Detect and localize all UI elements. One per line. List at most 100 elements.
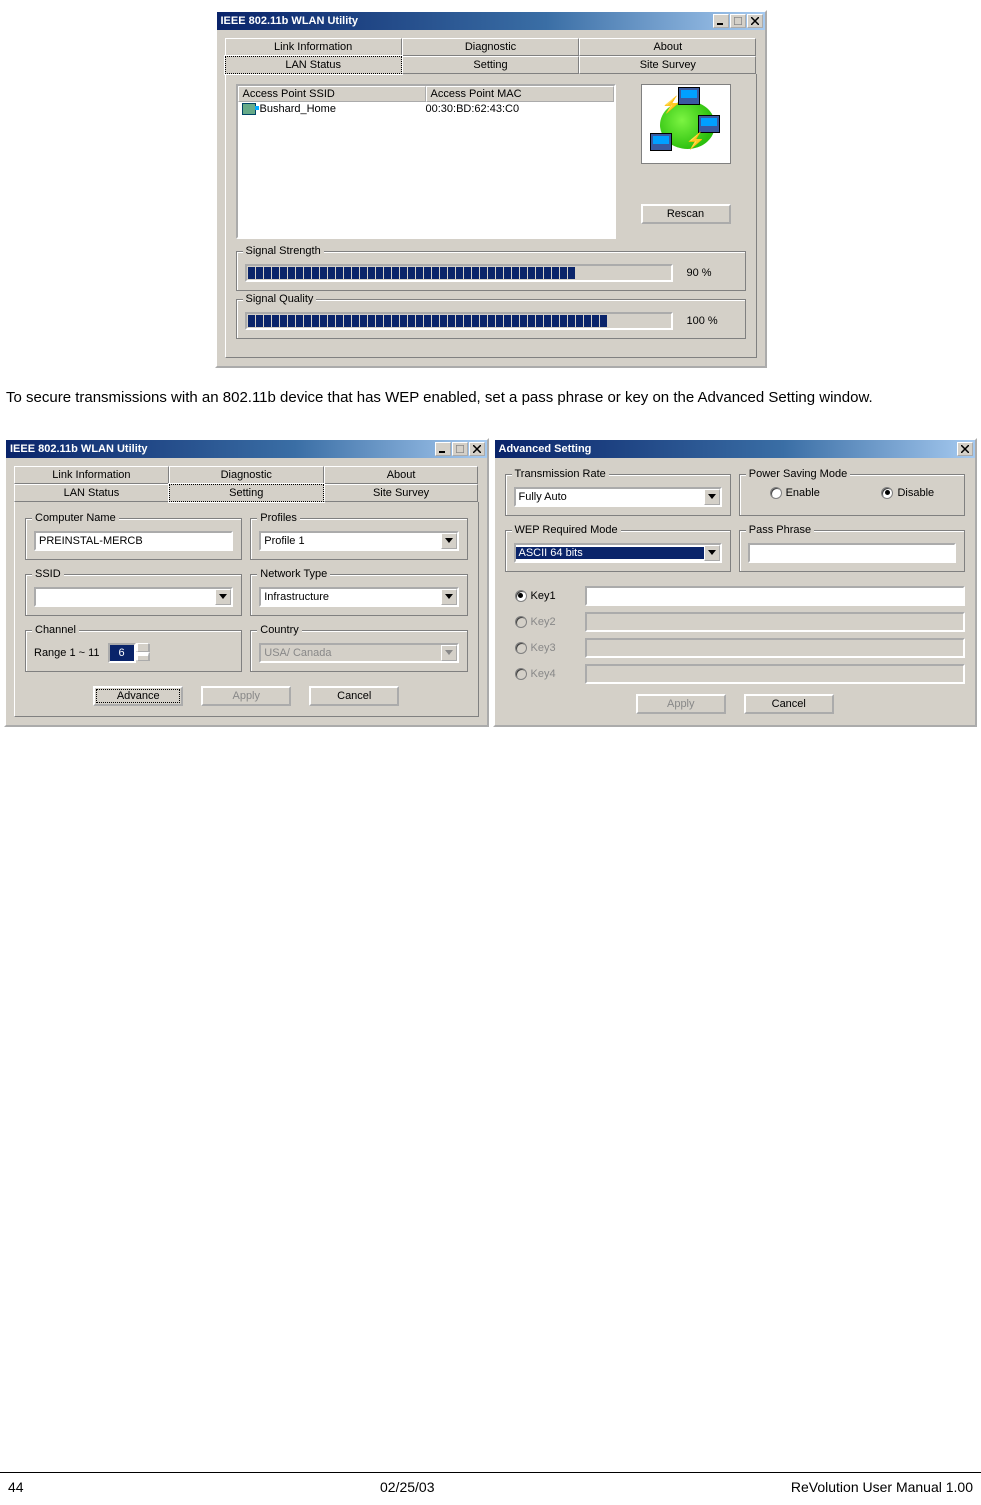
apply-button: Apply	[201, 686, 291, 706]
power-disable-radio[interactable]: Disable	[881, 487, 934, 499]
signal-quality-value: 100 %	[687, 315, 737, 327]
footer-date: 02/25/03	[24, 1479, 791, 1495]
power-enable-radio[interactable]: Enable	[770, 487, 820, 499]
country-combo: USA/ Canada	[259, 643, 458, 663]
ap-ssid-cell: Bushard_Home	[260, 103, 336, 115]
power-enable-label: Enable	[786, 487, 820, 499]
advance-button[interactable]: Advance	[93, 686, 183, 706]
transmission-rate-combo[interactable]: Fully Auto	[514, 487, 722, 507]
chevron-down-icon[interactable]	[441, 589, 457, 605]
apply-button: Apply	[636, 694, 726, 714]
power-disable-label: Disable	[897, 487, 934, 499]
key3-label: Key3	[531, 642, 556, 654]
computer-name-field[interactable]: PREINSTAL-MERCB	[34, 531, 233, 551]
ssid-group: SSID	[25, 574, 242, 616]
tab-diagnostic[interactable]: Diagnostic	[169, 466, 324, 484]
wep-mode-value: ASCII 64 bits	[516, 547, 704, 559]
titlebar: IEEE 802.11b WLAN Utility	[217, 12, 765, 30]
page-footer: 44 02/25/03 ReVolution User Manual 1.00	[0, 1472, 981, 1495]
profiles-group: Profiles Profile 1	[250, 518, 467, 560]
window-title: IEEE 802.11b WLAN Utility	[221, 15, 712, 27]
tab-diagnostic[interactable]: Diagnostic	[402, 38, 579, 56]
channel-group: Channel Range 1 ~ 11 6	[25, 630, 242, 672]
profiles-combo[interactable]: Profile 1	[259, 531, 458, 551]
access-point-icon	[242, 103, 256, 115]
rescan-button[interactable]: Rescan	[641, 204, 731, 224]
spin-down-icon[interactable]	[136, 652, 150, 661]
tab-about[interactable]: About	[579, 38, 756, 56]
transmission-rate-value: Fully Auto	[516, 491, 704, 503]
key4-radio: Key4	[515, 668, 575, 680]
footer-page-number: 44	[8, 1479, 24, 1495]
chevron-down-icon[interactable]	[704, 489, 720, 505]
transmission-rate-label: Transmission Rate	[512, 468, 609, 480]
tab-site-survey[interactable]: Site Survey	[579, 56, 756, 74]
tab-site-survey[interactable]: Site Survey	[324, 484, 479, 502]
window-title: IEEE 802.11b WLAN Utility	[10, 443, 434, 455]
radio-icon	[515, 642, 527, 654]
key4-field	[585, 664, 966, 684]
close-button[interactable]	[469, 442, 485, 456]
key4-label: Key4	[531, 668, 556, 680]
titlebar: IEEE 802.11b WLAN Utility	[6, 440, 487, 458]
radio-icon	[515, 590, 527, 602]
cancel-button[interactable]: Cancel	[744, 694, 834, 714]
signal-strength-label: Signal Strength	[243, 245, 324, 257]
signal-quality-group: Signal Quality 100 %	[236, 299, 746, 339]
chevron-down-icon[interactable]	[704, 545, 720, 561]
channel-value: 6	[108, 643, 136, 663]
ssid-combo[interactable]	[34, 587, 233, 607]
wlan-utility-window-lanstatus: IEEE 802.11b WLAN Utility Link Informati…	[215, 10, 767, 368]
key3-field	[585, 638, 966, 658]
profiles-label: Profiles	[257, 512, 300, 524]
pass-phrase-label: Pass Phrase	[746, 524, 814, 536]
radio-icon	[515, 616, 527, 628]
tab-setting[interactable]: Setting	[402, 56, 579, 74]
column-header-mac[interactable]: Access Point MAC	[426, 86, 614, 102]
paragraph-wep-instructions: To secure transmissions with an 802.11b …	[6, 388, 975, 408]
key1-label: Key1	[531, 590, 556, 602]
network-type-label: Network Type	[257, 568, 330, 580]
minimize-button[interactable]	[713, 14, 729, 28]
ap-mac-cell: 00:30:BD:62:43:C0	[426, 103, 610, 115]
spin-up-icon[interactable]	[136, 643, 150, 652]
key2-field	[585, 612, 966, 632]
country-value: USA/ Canada	[261, 647, 440, 659]
chevron-down-icon[interactable]	[215, 589, 231, 605]
tab-about[interactable]: About	[324, 466, 479, 484]
tab-lan-status[interactable]: LAN Status	[225, 56, 402, 74]
key2-label: Key2	[531, 616, 556, 628]
pass-phrase-field[interactable]	[748, 543, 956, 563]
access-point-list[interactable]: Access Point SSID Access Point MAC Busha…	[236, 84, 616, 239]
signal-strength-group: Signal Strength 90 %	[236, 251, 746, 291]
wep-mode-label: WEP Required Mode	[512, 524, 621, 536]
network-type-value: Infrastructure	[261, 591, 440, 603]
wep-mode-combo[interactable]: ASCII 64 bits	[514, 543, 722, 563]
close-button[interactable]	[747, 14, 763, 28]
key1-radio[interactable]: Key1	[515, 590, 575, 602]
key2-radio: Key2	[515, 616, 575, 628]
maximize-button[interactable]	[452, 442, 468, 456]
minimize-button[interactable]	[435, 442, 451, 456]
tab-lan-status[interactable]: LAN Status	[14, 484, 169, 502]
cancel-button[interactable]: Cancel	[309, 686, 399, 706]
close-button[interactable]	[957, 442, 973, 456]
advanced-setting-window: Advanced Setting Transmission Rate Fully…	[493, 438, 978, 727]
country-label: Country	[257, 624, 302, 636]
network-illustration: ⚡ ⚡	[641, 84, 731, 164]
key1-field[interactable]	[585, 586, 966, 606]
wep-mode-group: WEP Required Mode ASCII 64 bits	[505, 530, 731, 572]
pass-phrase-group: Pass Phrase	[739, 530, 965, 572]
maximize-button[interactable]	[730, 14, 746, 28]
column-header-ssid[interactable]: Access Point SSID	[238, 86, 426, 102]
tab-link-information[interactable]: Link Information	[225, 38, 402, 56]
channel-spinner[interactable]: 6	[108, 643, 150, 663]
wlan-utility-window-setting: IEEE 802.11b WLAN Utility Link Informati…	[4, 438, 489, 727]
chevron-down-icon[interactable]	[441, 533, 457, 549]
tab-link-information[interactable]: Link Information	[14, 466, 169, 484]
network-type-combo[interactable]: Infrastructure	[259, 587, 458, 607]
titlebar: Advanced Setting	[495, 440, 976, 458]
tab-setting[interactable]: Setting	[169, 484, 324, 502]
footer-manual: ReVolution User Manual 1.00	[791, 1479, 973, 1495]
window-title: Advanced Setting	[499, 443, 957, 455]
